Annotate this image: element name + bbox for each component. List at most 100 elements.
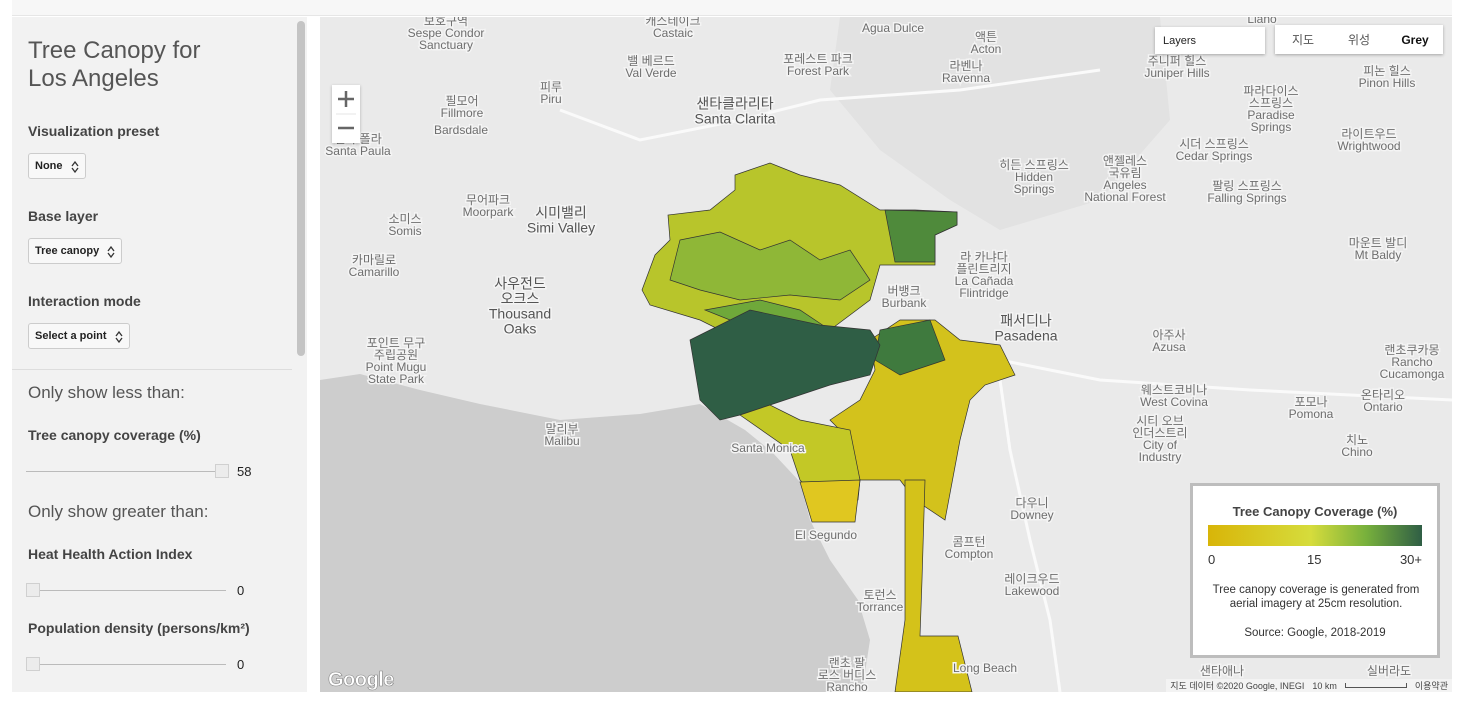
place-label: West Covina	[1140, 395, 1208, 409]
place-label: 말리부	[545, 422, 578, 436]
slider-value: 0	[237, 583, 245, 598]
place-label: 온타리오	[1361, 388, 1405, 402]
place-label: Sanctuary	[419, 38, 473, 52]
place-label: 랜초쿠카몽	[1384, 343, 1439, 357]
place-label: Downey	[1010, 508, 1053, 522]
place-label: Bardsdale	[434, 123, 488, 137]
scrollbar[interactable]	[297, 21, 305, 356]
place-label: 시티 오브	[1136, 414, 1184, 428]
place-label: Llano	[1247, 17, 1277, 26]
place-label: Thousand	[489, 306, 551, 322]
place-label: Camarillo	[349, 265, 400, 279]
canopy-region	[669, 231, 871, 301]
place-label: 포레스트 파크	[783, 52, 853, 66]
slider-thumb[interactable]	[26, 657, 40, 671]
place-label: 시미밸리	[535, 205, 587, 221]
canopy-region	[689, 309, 881, 421]
canopy-region	[799, 479, 861, 523]
place-label: Santa Clarita	[695, 111, 776, 127]
legend-source: Source: Google, 2018-2019	[1244, 627, 1386, 639]
place-label: 팔링 스프링스	[1212, 179, 1282, 193]
place-label: 파라다이스	[1243, 84, 1298, 98]
legend-title: Tree Canopy Coverage (%)	[1232, 504, 1398, 519]
place-label: 로스 버디스	[818, 668, 877, 682]
place-label: Rancho	[1391, 355, 1433, 369]
select-value: Tree canopy	[35, 245, 100, 257]
place-label: Ravenna	[942, 71, 990, 85]
place-label: 웨스트코비나	[1141, 383, 1207, 397]
place-label: 무어파크	[466, 193, 510, 207]
place-label: 피루	[540, 80, 562, 94]
legend-tick: 15	[1307, 552, 1322, 567]
place-label: Springs	[1014, 182, 1055, 196]
place-label: 마운트 발디	[1349, 236, 1408, 250]
place-label: Rancho	[826, 680, 868, 692]
slider-label: Heat Health Action Index	[28, 546, 193, 562]
google-logo[interactable]: Google	[328, 669, 395, 692]
place-label: Wrightwood	[1337, 139, 1400, 153]
slider-track[interactable]	[26, 471, 226, 472]
select-arrows	[70, 161, 79, 173]
place-label: Ontario	[1363, 400, 1403, 414]
select[interactable]: None	[28, 153, 86, 179]
select-value: None	[35, 160, 63, 172]
place-label: 보호구역	[424, 17, 468, 28]
place-label: El Segundo	[795, 528, 857, 542]
map-type-button[interactable]: 위성	[1347, 33, 1371, 47]
slider-track[interactable]	[26, 664, 226, 665]
legend-tick: 0	[1208, 552, 1216, 567]
place-label: 주니퍼 힐스	[1148, 54, 1207, 68]
slider-label: Tree canopy coverage (%)	[28, 427, 201, 443]
canopy-region	[884, 209, 958, 263]
select[interactable]: Tree canopy	[28, 238, 123, 264]
place-label: Castaic	[653, 26, 693, 40]
map-type-button[interactable]: Grey	[1401, 32, 1429, 47]
top-bar	[12, 0, 1452, 16]
slider-track[interactable]	[26, 590, 226, 591]
scale-label: 10 km	[1312, 680, 1337, 691]
zoom-icons[interactable]	[332, 85, 360, 143]
legend-gradient	[1208, 525, 1422, 546]
place-label: Val Verde	[625, 66, 676, 80]
select[interactable]: Select a point	[28, 323, 130, 349]
place-label: 콤프턴	[952, 535, 985, 549]
place-label: Santa Monica	[731, 441, 805, 455]
place-label: 액튼	[975, 30, 997, 44]
place-label: 사우전드	[494, 276, 546, 292]
place-label: 포인트 무구	[367, 336, 426, 350]
place-label: La Cañada	[955, 274, 1014, 288]
legend: Tree Canopy Coverage (%) 0 15 30+ Tree c…	[1190, 483, 1440, 658]
place-label: Mt Baldy	[1355, 248, 1402, 262]
road	[998, 379, 1062, 692]
place-label: Burbank	[882, 296, 928, 310]
place-label: 샌타클라리타	[696, 96, 773, 112]
slider-thumb[interactable]	[26, 583, 40, 597]
attribution: 지도 데이터 ©2020 Google, INEGI 10 km 이용약관	[1166, 679, 1452, 692]
place-label: 레이크우드	[1004, 572, 1059, 586]
mountains	[830, 17, 1170, 230]
place-label: Compton	[945, 547, 994, 561]
place-label: National Forest	[1084, 190, 1166, 204]
place-label: 스프링스	[1249, 96, 1293, 110]
slider-thumb[interactable]	[215, 464, 229, 478]
layers-input[interactable]: Layers	[1155, 27, 1265, 54]
place-label: Industry	[1139, 450, 1182, 464]
place-label: 피논 힐스	[1363, 64, 1411, 78]
terms-link[interactable]: 이용약관	[1414, 681, 1448, 691]
control-label: Interaction mode	[28, 293, 141, 309]
map[interactable]: 보호구역 Sespe Condor Sanctuary 캐스테이크 Castaic Agu…	[320, 17, 1452, 692]
attribution-text: 지도 데이터 ©2020 Google, INEGI	[1170, 681, 1305, 691]
filter-heading: Only show less than:	[28, 383, 185, 402]
place-label: 샌타애나	[1200, 664, 1244, 678]
place-label: 플린트리지	[956, 262, 1011, 276]
map-type-control: 지도 위성 Grey	[1275, 25, 1443, 54]
place-label: Acton	[971, 42, 1002, 56]
place-label: 치노	[1346, 433, 1368, 447]
control-label: Base layer	[28, 208, 99, 224]
map-type-button[interactable]: 지도	[1291, 33, 1315, 47]
place-label: Long Beach	[953, 661, 1017, 675]
road	[559, 68, 1101, 142]
place-label: Cedar Springs	[1176, 149, 1253, 163]
